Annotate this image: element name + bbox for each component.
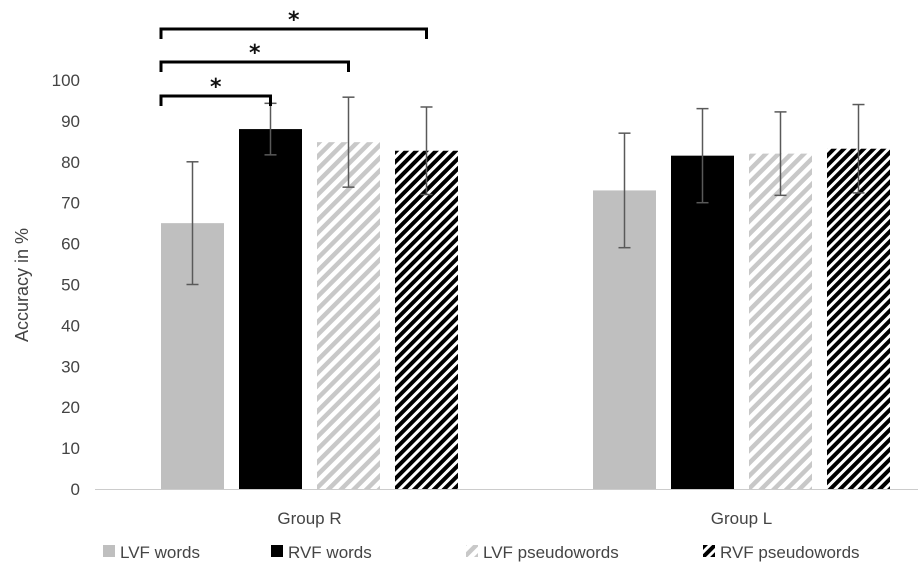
legend-swatch [103, 545, 115, 557]
error-bar [852, 103, 865, 194]
y-tick-label: 70 [61, 194, 80, 213]
y-tick-label: 60 [61, 235, 80, 254]
legend-swatch [466, 545, 478, 557]
legend-swatch [703, 545, 715, 557]
category-label: Group R [277, 509, 341, 528]
significance-marker: * [210, 75, 222, 100]
y-tick-label: 0 [71, 480, 80, 499]
error-bar [186, 161, 199, 286]
significance-bracket: * [159, 75, 272, 106]
error-bar [696, 107, 709, 204]
bar [827, 148, 890, 489]
bar [239, 129, 302, 489]
bar [749, 153, 812, 489]
category-label: Group L [711, 509, 772, 528]
significance-bracket: * [159, 41, 350, 72]
legend-label: RVF pseudowords [720, 543, 860, 562]
y-tick-label: 20 [61, 398, 80, 417]
error-bar [618, 132, 631, 249]
significance-marker: * [288, 8, 300, 33]
legend-entry: RVF pseudowords [703, 543, 860, 562]
legend-entry: RVF words [271, 543, 372, 562]
legend-entry: LVF words [103, 543, 200, 562]
error-bar [774, 111, 787, 197]
y-tick-label: 10 [61, 439, 80, 458]
bar [671, 155, 734, 490]
legend-label: LVF pseudowords [483, 543, 619, 562]
y-tick-label: 30 [61, 357, 80, 376]
y-tick-label: 80 [61, 153, 80, 172]
y-tick-label: 40 [61, 316, 80, 335]
legend-entry: LVF pseudowords [466, 543, 619, 562]
significance-bracket: * [159, 8, 428, 39]
y-axis-label: Accuracy in % [12, 228, 32, 342]
legend-label: RVF words [288, 543, 372, 562]
error-bar [342, 96, 355, 188]
legend-label: LVF words [120, 543, 200, 562]
y-tick-label: 50 [61, 276, 80, 295]
legend-swatch [271, 545, 283, 557]
significance-marker: * [249, 41, 261, 66]
bar [317, 142, 380, 489]
y-tick-label: 100 [52, 71, 80, 90]
bar [395, 150, 458, 489]
y-tick-label: 90 [61, 112, 80, 131]
error-bar [420, 106, 433, 196]
